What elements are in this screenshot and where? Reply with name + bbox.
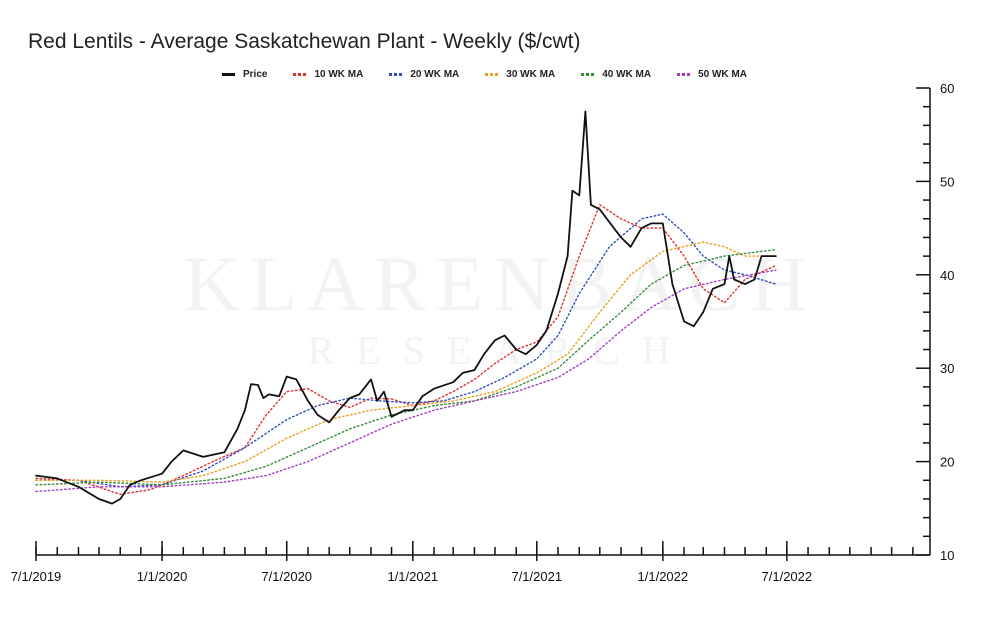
legend-item: 20 WK MA xyxy=(389,69,459,80)
y-tick-label: 60 xyxy=(940,81,954,96)
legend-swatch xyxy=(389,72,403,76)
series-line-10-wk-ma xyxy=(35,204,777,495)
legend-item: 40 WK MA xyxy=(581,69,651,80)
y-tick-label: 30 xyxy=(940,361,954,376)
chart-title: Red Lentils - Average Saskatchewan Plant… xyxy=(28,30,581,53)
legend-label: 50 WK MA xyxy=(698,68,747,80)
legend-label: 20 WK MA xyxy=(410,68,460,80)
x-tick-label: 1/1/2022 xyxy=(638,569,689,584)
legend-label: 30 WK MA xyxy=(506,68,556,80)
legend-item: Price xyxy=(222,69,267,80)
x-tick-label: 1/1/2020 xyxy=(137,569,188,584)
legend-label: Price xyxy=(243,68,268,80)
axes: 7/1/2019 1/1/2020 7/1/2020 1/1/2021 7/1/2021… xyxy=(11,81,955,584)
legend-label: 40 WK MA xyxy=(602,68,652,80)
series-line-20-wk-ma xyxy=(35,213,777,488)
series-line-price xyxy=(35,110,777,505)
legend-item: 50 WK MA xyxy=(677,69,747,80)
legend-item: 30 WK MA xyxy=(485,69,555,80)
legend-swatch xyxy=(293,72,307,76)
y-tick-label: 40 xyxy=(940,268,954,283)
legend-swatch xyxy=(485,72,499,76)
legend-swatch xyxy=(677,72,691,76)
x-tick-label: 1/1/2021 xyxy=(387,569,438,584)
x-tick-label: 7/1/2021 xyxy=(511,569,562,584)
series-line-40-wk-ma xyxy=(35,248,777,486)
legend-label: 10 WK MA xyxy=(314,68,364,80)
x-tick-label: 7/1/2022 xyxy=(762,569,813,584)
legend: Price 10 WK MA 20 WK MA 30 WK MA 40 WK MA 50 … xyxy=(222,66,773,82)
series-layer xyxy=(35,110,777,505)
series-line-30-wk-ma xyxy=(35,241,777,483)
y-tick-label: 50 xyxy=(940,174,954,189)
legend-item: 10 WK MA xyxy=(293,69,363,80)
x-tick-label: 7/1/2020 xyxy=(261,569,312,584)
legend-swatch xyxy=(222,72,235,76)
y-tick-label: 10 xyxy=(940,548,954,563)
y-tick-label: 20 xyxy=(940,455,954,470)
series-line-50-wk-ma xyxy=(35,269,777,493)
x-tick-label: 7/1/2019 xyxy=(11,569,62,584)
legend-swatch xyxy=(581,72,595,76)
